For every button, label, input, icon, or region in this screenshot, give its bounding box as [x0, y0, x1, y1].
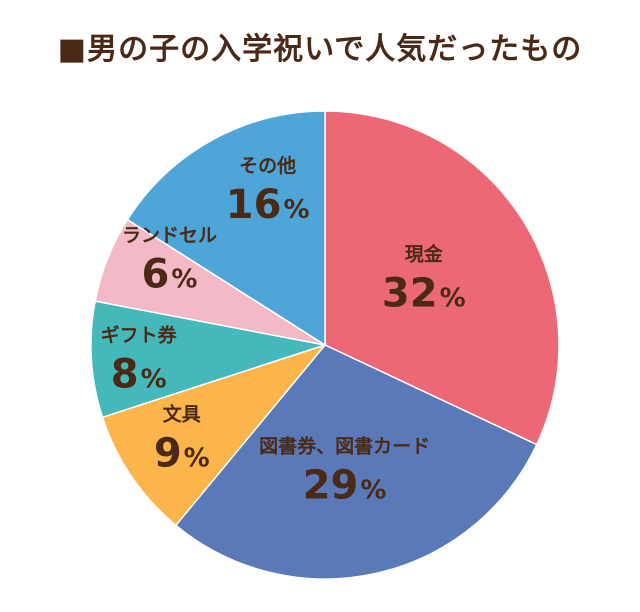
pie-slice-3 [90, 300, 326, 419]
slice-label-2: 文具 [163, 402, 201, 425]
slice-label-0: 現金 [405, 242, 444, 265]
slice-label-5: その他 [239, 154, 296, 177]
slice-value-1: 29% [303, 463, 387, 509]
slice-value-2: 9% [154, 430, 210, 476]
pie-slice-1 [174, 344, 538, 580]
slice-value-0: 32% [382, 270, 466, 316]
slice-label-3: ギフト券 [101, 323, 178, 346]
slice-value-unit-0: % [440, 283, 466, 313]
slice-label-4: ランドセル [122, 225, 217, 247]
pie-slice-5 [126, 110, 326, 347]
slice-value-number-3: 8 [111, 351, 139, 397]
slice-value-number-1: 29 [303, 463, 359, 509]
slice-value-5: 16% [226, 182, 310, 228]
pie-slice-2 [101, 343, 328, 527]
slice-value-4: 6% [142, 252, 198, 298]
slice-value-number-0: 32 [382, 270, 438, 316]
slice-value-unit-1: % [360, 476, 386, 506]
slice-value-number-2: 9 [154, 430, 182, 476]
slice-value-3: 8% [111, 351, 167, 397]
slice-value-unit-5: % [283, 195, 309, 225]
slice-value-unit-3: % [141, 364, 167, 394]
slice-value-number-5: 16 [226, 182, 282, 228]
chart-title: ■男の子の入学祝いで人気だったもの [57, 32, 583, 67]
pie-slice-0 [324, 110, 560, 446]
slice-label-1: 図書券、図書カード [259, 435, 430, 458]
slice-value-number-4: 6 [142, 252, 170, 298]
slice-value-unit-4: % [171, 265, 197, 295]
slice-value-unit-2: % [184, 443, 210, 473]
